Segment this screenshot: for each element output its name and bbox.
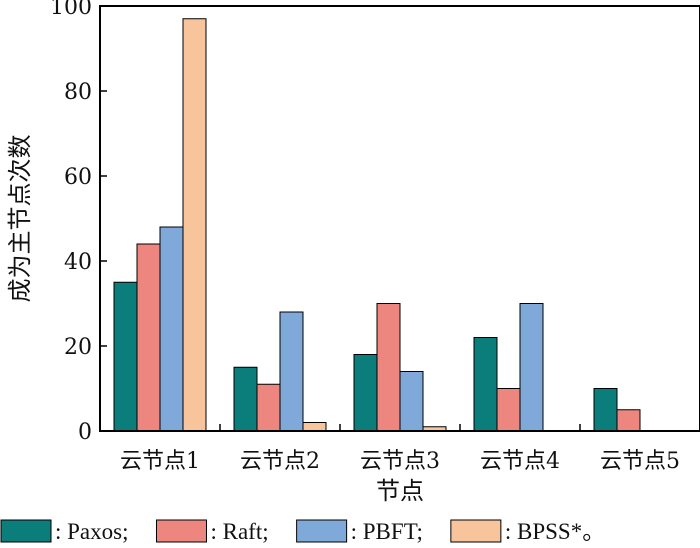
bar xyxy=(302,422,327,432)
y-tick-label: 20 xyxy=(64,335,92,360)
legend: : Paxos; : Raft; : PBFT; : BPSS*。 xyxy=(0,519,605,544)
x-tick-label: 云节点5 xyxy=(600,449,680,474)
x-tick-label: 云节点4 xyxy=(480,449,560,474)
legend-swatch xyxy=(155,519,207,543)
y-tick-label: 40 xyxy=(64,250,92,275)
y-axis: 0 20 40 60 80 100 xyxy=(50,0,107,445)
y-tick-label: 0 xyxy=(78,420,92,445)
legend-label: : Raft; xyxy=(210,519,268,544)
bar xyxy=(113,281,138,432)
x-tick-label: 云节点2 xyxy=(240,449,320,474)
legend-label: : Paxos; xyxy=(55,519,128,544)
bar xyxy=(182,18,207,432)
x-tick-label: 云节点3 xyxy=(360,449,440,474)
bar xyxy=(353,354,378,432)
bar xyxy=(473,337,498,432)
bar xyxy=(256,383,281,432)
bar xyxy=(616,409,641,432)
legend-label: : PBFT; xyxy=(351,519,423,544)
legend-swatch xyxy=(296,519,348,543)
bar xyxy=(399,371,424,432)
x-tick-label: 云节点1 xyxy=(120,449,200,474)
bar xyxy=(593,388,618,432)
bar xyxy=(279,311,304,432)
bar xyxy=(136,243,161,432)
bar xyxy=(159,226,184,432)
bar xyxy=(496,388,521,432)
y-tick-label: 80 xyxy=(64,80,92,105)
legend-swatch xyxy=(450,519,502,543)
bars-layer xyxy=(113,18,641,432)
legend-label: : BPSS*。 xyxy=(505,519,605,544)
legend-swatch xyxy=(0,519,52,543)
bar xyxy=(519,303,544,432)
y-tick-label: 60 xyxy=(64,165,92,190)
bar xyxy=(233,366,258,432)
y-tick-label: 100 xyxy=(50,0,92,20)
plot-frame xyxy=(99,5,700,432)
x-axis-title: 节点 xyxy=(376,477,424,505)
bar xyxy=(376,303,401,432)
x-axis: 云节点1 云节点2 云节点3 云节点4 云节点5 xyxy=(120,424,680,474)
y-axis-title: 成为主节点次数 xyxy=(6,135,34,303)
